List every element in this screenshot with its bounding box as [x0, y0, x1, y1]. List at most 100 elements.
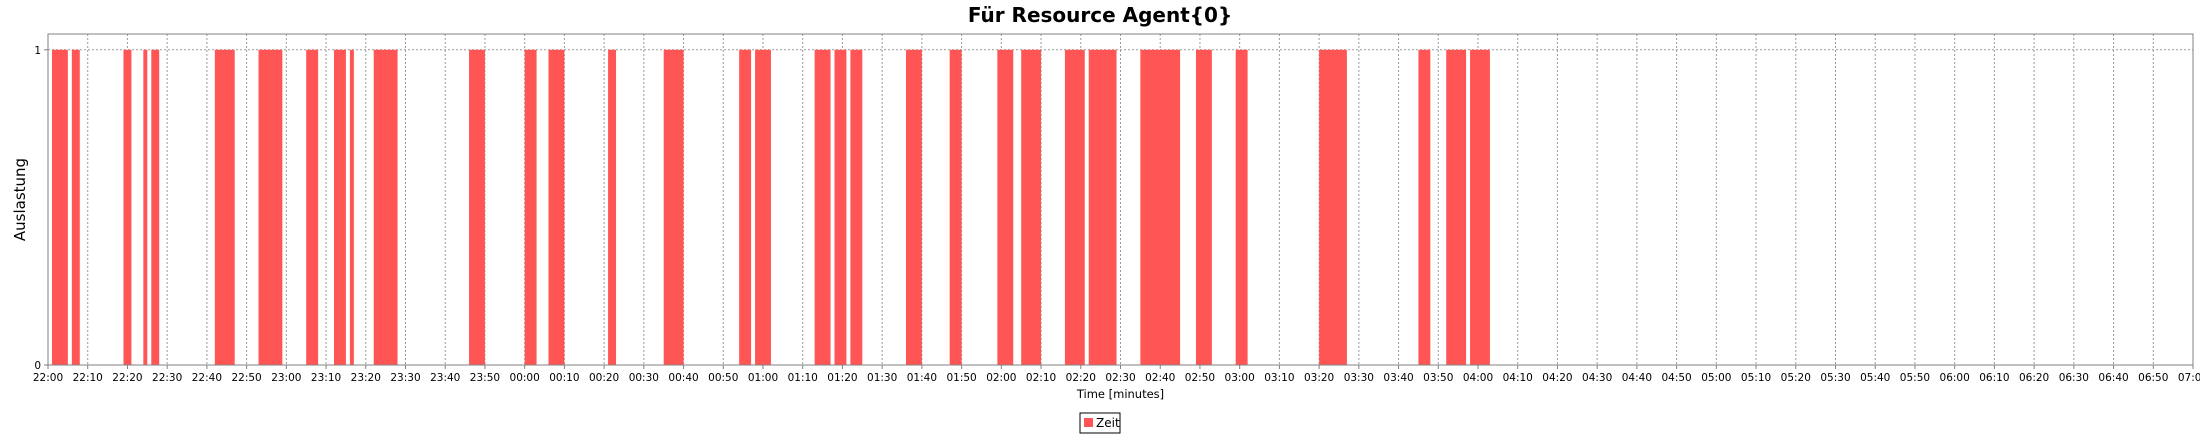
y-tick-label: 0 [34, 360, 41, 372]
bar [524, 49, 537, 366]
x-tick-label: 23:40 [430, 372, 460, 384]
bar [906, 49, 922, 366]
x-tick-label: 06:30 [2059, 372, 2089, 384]
y-axis-ticks: 01 [34, 45, 48, 372]
bar [834, 49, 847, 366]
legend-swatch [1084, 418, 1093, 427]
x-tick-label: 04:20 [1542, 372, 1572, 384]
bar [850, 49, 863, 366]
x-tick-label: 01:20 [827, 372, 857, 384]
bar [71, 49, 80, 366]
bar [1140, 49, 1181, 366]
x-tick-label: 03:10 [1264, 372, 1294, 384]
x-tick-label: 00:50 [708, 372, 738, 384]
bar [663, 49, 684, 366]
x-tick-label: 23:10 [311, 372, 341, 384]
bar [1064, 49, 1085, 366]
x-tick-label: 02:00 [986, 372, 1016, 384]
x-tick-label: 05:00 [1701, 372, 1731, 384]
x-tick-label: 02:10 [1026, 372, 1056, 384]
x-tick-label: 03:30 [1344, 372, 1374, 384]
bar [214, 49, 235, 366]
bar [814, 49, 831, 366]
bar [1319, 49, 1347, 366]
x-tick-label: 01:10 [788, 372, 818, 384]
legend-entry-zeit: Zeit [1096, 416, 1120, 430]
x-tick-label: 05:30 [1820, 372, 1850, 384]
x-tick-label: 04:10 [1503, 372, 1533, 384]
bar [739, 49, 752, 366]
bar [123, 49, 132, 366]
bar [755, 49, 771, 366]
bar [469, 49, 485, 366]
bar [306, 49, 319, 366]
x-tick-label: 00:00 [510, 372, 540, 384]
x-tick-label: 05:50 [1900, 372, 1930, 384]
x-tick-label: 00:20 [589, 372, 619, 384]
x-tick-label: 03:00 [1225, 372, 1255, 384]
bar [949, 49, 962, 366]
x-tick-label: 02:50 [1185, 372, 1215, 384]
x-tick-label: 05:40 [1860, 372, 1890, 384]
x-tick-label: 06:10 [1979, 372, 2009, 384]
x-tick-label: 04:50 [1661, 372, 1691, 384]
x-tick-label: 01:00 [748, 372, 778, 384]
bar [1021, 49, 1042, 366]
y-axis-label: Auslastung [11, 158, 29, 241]
x-tick-label: 00:40 [668, 372, 698, 384]
x-tick-label: 23:30 [390, 372, 420, 384]
legend: Zeit [1079, 412, 1121, 434]
bar [1418, 49, 1431, 366]
chart-title: Für Resource Agent{0} [968, 3, 1232, 27]
x-axis-ticks: 22:00 22:10 22:20 22:30 22:40 22:50 23:00 23:10… [33, 365, 2200, 384]
grid [48, 34, 2193, 365]
bar [334, 49, 346, 366]
x-tick-label: 01:50 [946, 372, 976, 384]
x-tick-label: 22:40 [192, 372, 222, 384]
bar [373, 49, 398, 366]
x-tick-label: 22:00 [33, 372, 63, 384]
x-tick-label: 05:10 [1741, 372, 1771, 384]
bar [258, 49, 283, 366]
bar [51, 49, 68, 366]
x-axis-label: Time [minutes] [1076, 387, 1164, 401]
x-tick-label: 03:50 [1423, 372, 1453, 384]
x-tick-label: 05:20 [1781, 372, 1811, 384]
bar [608, 49, 617, 366]
x-tick-label: 04:40 [1622, 372, 1652, 384]
x-tick-label: 02:30 [1105, 372, 1135, 384]
bar [349, 49, 354, 366]
bar [1195, 49, 1212, 366]
x-tick-label: 23:00 [271, 372, 301, 384]
x-tick-label: 00:10 [549, 372, 579, 384]
x-tick-label: 02:20 [1066, 372, 1096, 384]
data-bars [51, 49, 1490, 366]
x-tick-label: 22:10 [73, 372, 103, 384]
bar [143, 49, 148, 366]
x-tick-label: 00:30 [629, 372, 659, 384]
bar [151, 49, 160, 366]
x-tick-label: 23:20 [351, 372, 381, 384]
x-tick-label: 03:20 [1304, 372, 1334, 384]
x-tick-label: 06:20 [2019, 372, 2049, 384]
x-tick-label: 06:50 [2138, 372, 2168, 384]
x-tick-label: 07:00 [2178, 372, 2200, 384]
x-tick-label: 22:30 [152, 372, 182, 384]
x-tick-label: 22:50 [231, 372, 261, 384]
x-tick-label: 02:40 [1145, 372, 1175, 384]
x-tick-label: 01:30 [867, 372, 897, 384]
x-tick-label: 06:00 [1940, 372, 1970, 384]
x-tick-label: 01:40 [907, 372, 937, 384]
bar [1088, 49, 1117, 366]
bar [1470, 49, 1490, 366]
bar [1446, 49, 1467, 366]
y-tick-label: 1 [34, 45, 41, 57]
x-tick-label: 03:40 [1383, 372, 1413, 384]
bar [997, 49, 1014, 366]
x-tick-label: 22:20 [112, 372, 142, 384]
x-tick-label: 04:30 [1582, 372, 1612, 384]
x-tick-label: 04:00 [1463, 372, 1493, 384]
bar [1235, 49, 1248, 366]
bar [548, 49, 565, 366]
